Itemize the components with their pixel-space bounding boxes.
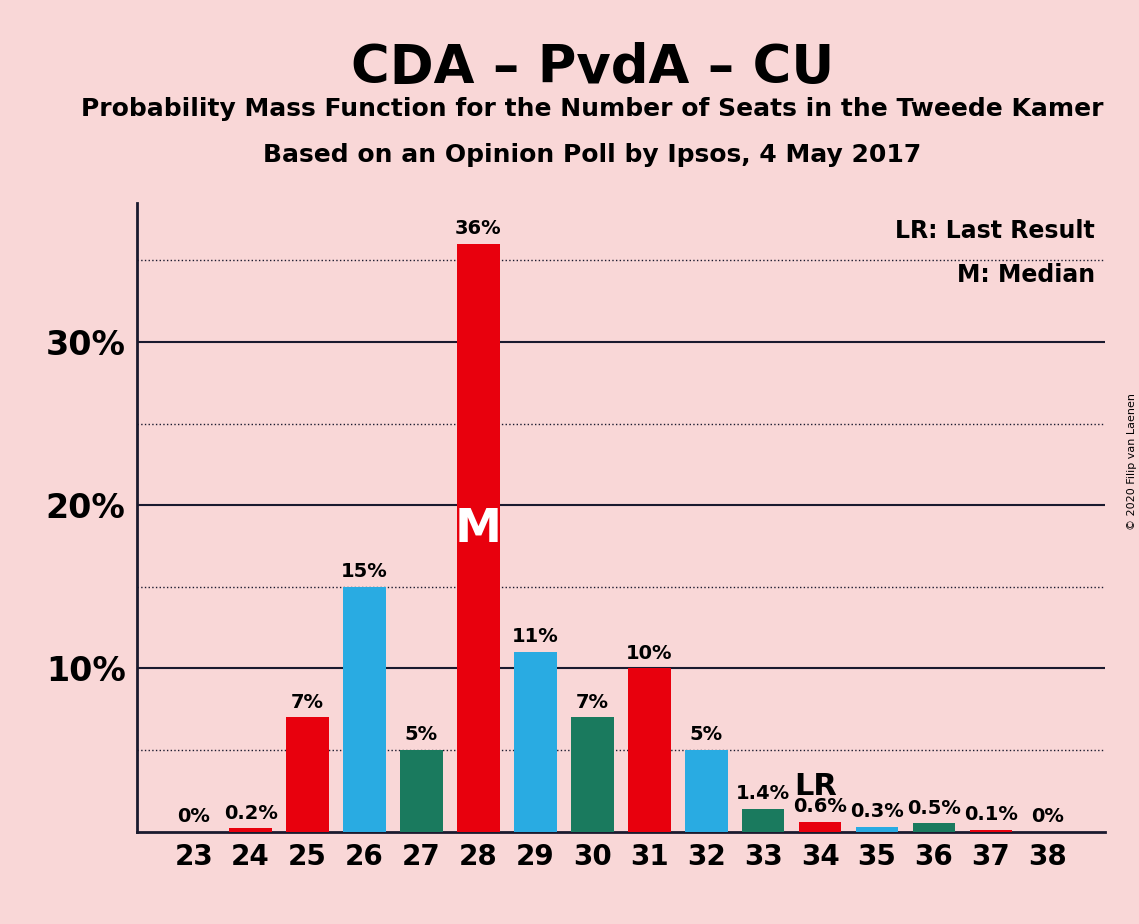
Bar <box>798 821 842 832</box>
Text: 7%: 7% <box>576 693 608 711</box>
Bar <box>969 830 1013 832</box>
Text: 5%: 5% <box>689 725 723 745</box>
Bar <box>628 668 671 832</box>
Text: 0.3%: 0.3% <box>850 802 904 821</box>
Text: LR: LR <box>794 772 837 800</box>
Text: © 2020 Filip van Laenen: © 2020 Filip van Laenen <box>1126 394 1137 530</box>
Bar <box>741 808 785 832</box>
Text: M: Median: M: Median <box>957 263 1095 287</box>
Bar <box>514 652 557 832</box>
Text: 0.6%: 0.6% <box>793 797 847 816</box>
Bar <box>343 587 386 832</box>
Text: 7%: 7% <box>292 693 323 711</box>
Text: 0.1%: 0.1% <box>964 805 1018 824</box>
Text: 0.2%: 0.2% <box>223 804 278 822</box>
Text: M: M <box>454 507 502 553</box>
Text: 0%: 0% <box>178 807 210 826</box>
Bar <box>912 823 956 832</box>
Text: CDA – PvdA – CU: CDA – PvdA – CU <box>351 42 834 93</box>
Bar <box>400 750 443 832</box>
Bar <box>571 717 614 832</box>
Text: 10%: 10% <box>626 644 672 663</box>
Bar <box>685 750 728 832</box>
Text: Based on an Opinion Poll by Ipsos, 4 May 2017: Based on an Opinion Poll by Ipsos, 4 May… <box>263 143 921 167</box>
Text: 0%: 0% <box>1032 807 1064 826</box>
Text: 36%: 36% <box>456 219 501 238</box>
Bar <box>457 244 500 832</box>
Bar <box>229 828 272 832</box>
Text: 15%: 15% <box>341 562 388 581</box>
Text: 11%: 11% <box>511 627 559 647</box>
Text: 0.5%: 0.5% <box>907 798 961 818</box>
Bar <box>855 827 899 832</box>
Bar <box>286 717 329 832</box>
Text: LR: Last Result: LR: Last Result <box>895 219 1095 243</box>
Text: 1.4%: 1.4% <box>736 784 790 803</box>
Text: Probability Mass Function for the Number of Seats in the Tweede Kamer: Probability Mass Function for the Number… <box>81 97 1104 121</box>
Text: 5%: 5% <box>404 725 439 745</box>
